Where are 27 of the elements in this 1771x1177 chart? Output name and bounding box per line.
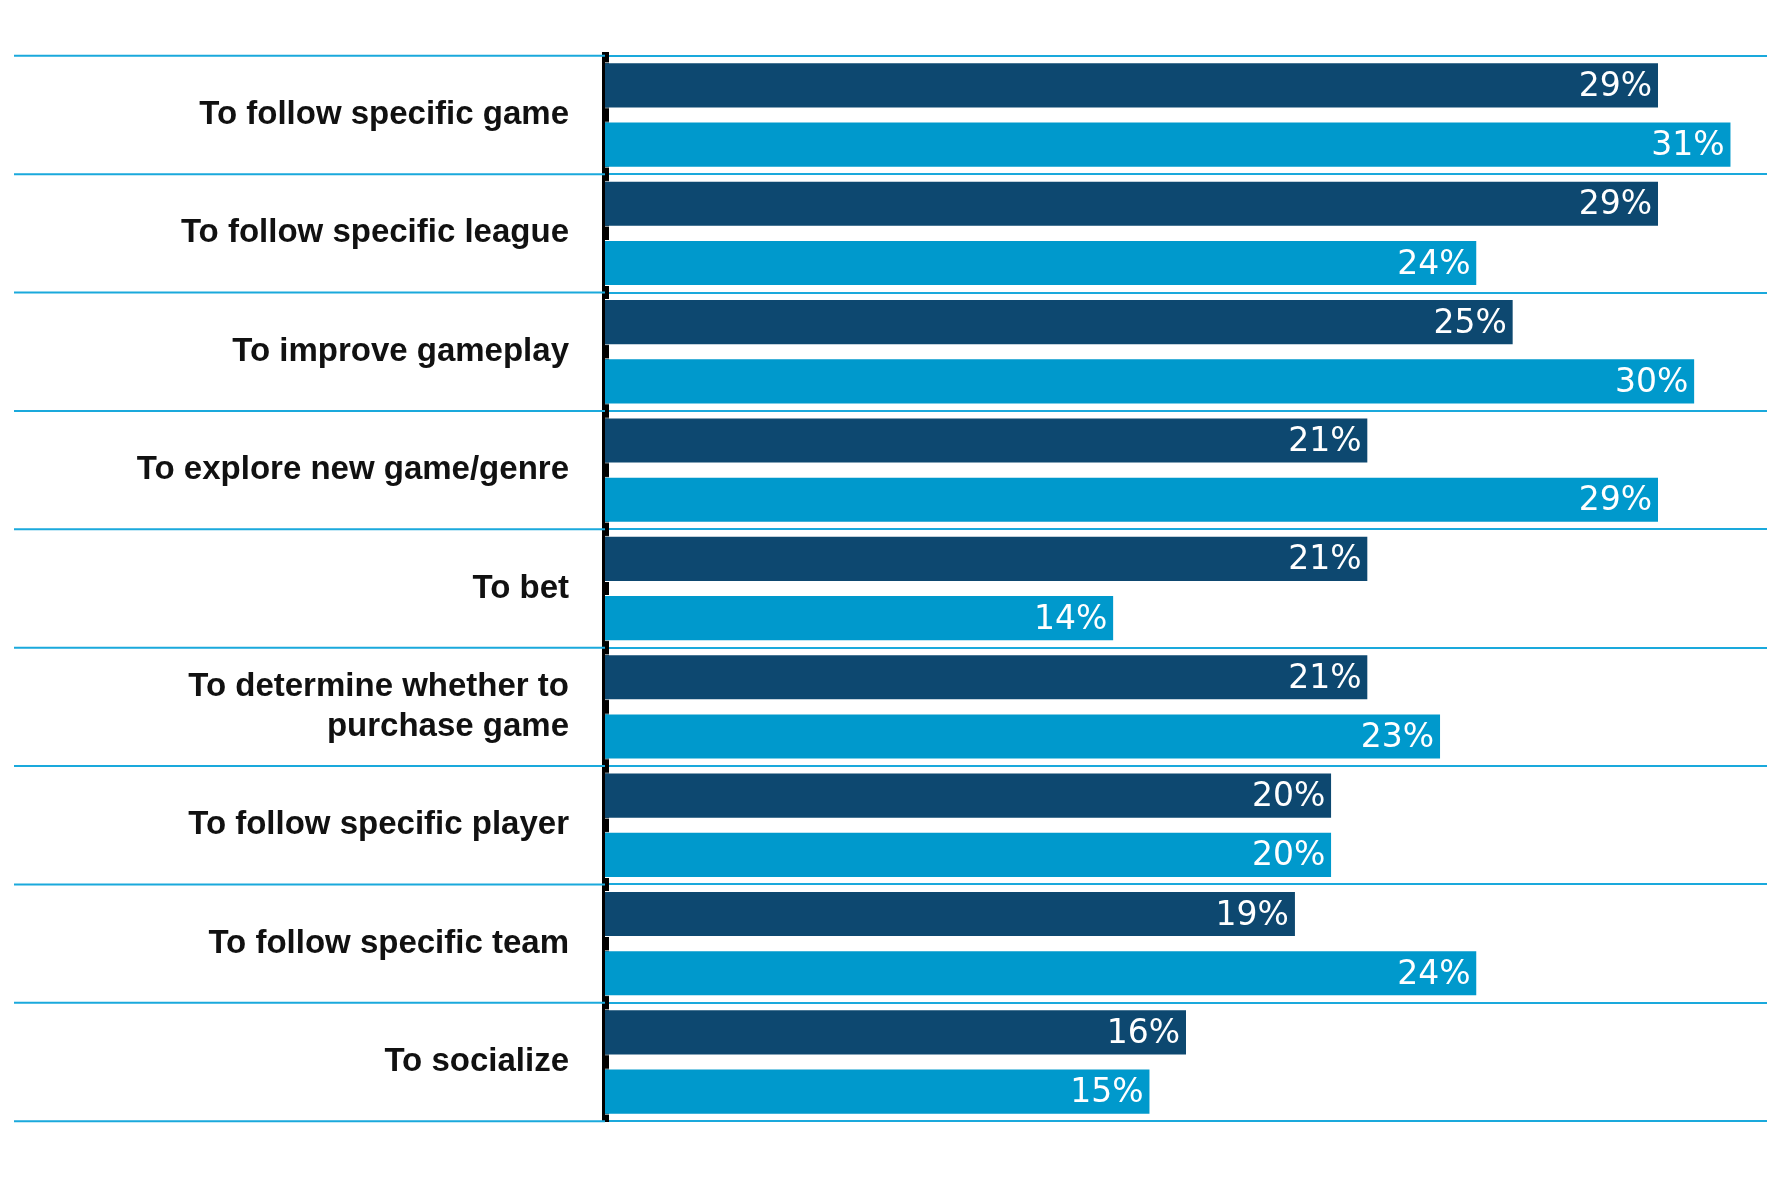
data-label: 21% — [1288, 538, 1362, 578]
data-label: 14% — [1034, 597, 1108, 637]
y-tick-label: To determine whether to purchase game — [188, 666, 569, 743]
data-label: 16% — [1106, 1011, 1180, 1051]
data-label: 15% — [1070, 1071, 1144, 1111]
data-label: 31% — [1651, 124, 1725, 164]
data-label: 29% — [1578, 183, 1653, 223]
data-label: 29% — [1578, 64, 1653, 104]
data-label: 30% — [1615, 360, 1689, 400]
data-label: 20% — [1251, 775, 1326, 815]
y-tick-label: To bet — [472, 567, 569, 605]
y-tick-label: To improve gameplay — [232, 330, 570, 368]
data-label: 21% — [1288, 656, 1362, 696]
y-tick-label: To socialize — [384, 1041, 569, 1079]
data-label: 20% — [1251, 834, 1326, 874]
data-label: 25% — [1433, 301, 1507, 341]
data-label: 19% — [1215, 893, 1289, 933]
data-label: 23% — [1360, 716, 1435, 756]
y-tick-label: To explore new game/genre — [136, 449, 569, 487]
y-tick-label: To follow specific team — [208, 922, 569, 960]
y-tick-label: To follow specific league — [180, 212, 569, 250]
y-tick-label: To follow specific game — [199, 94, 569, 132]
data-label: 24% — [1397, 242, 1471, 282]
data-label: 29% — [1578, 479, 1653, 519]
data-label: 24% — [1397, 952, 1471, 992]
y-tick-label: To follow specific player — [188, 804, 570, 842]
data-label: 21% — [1288, 420, 1362, 460]
